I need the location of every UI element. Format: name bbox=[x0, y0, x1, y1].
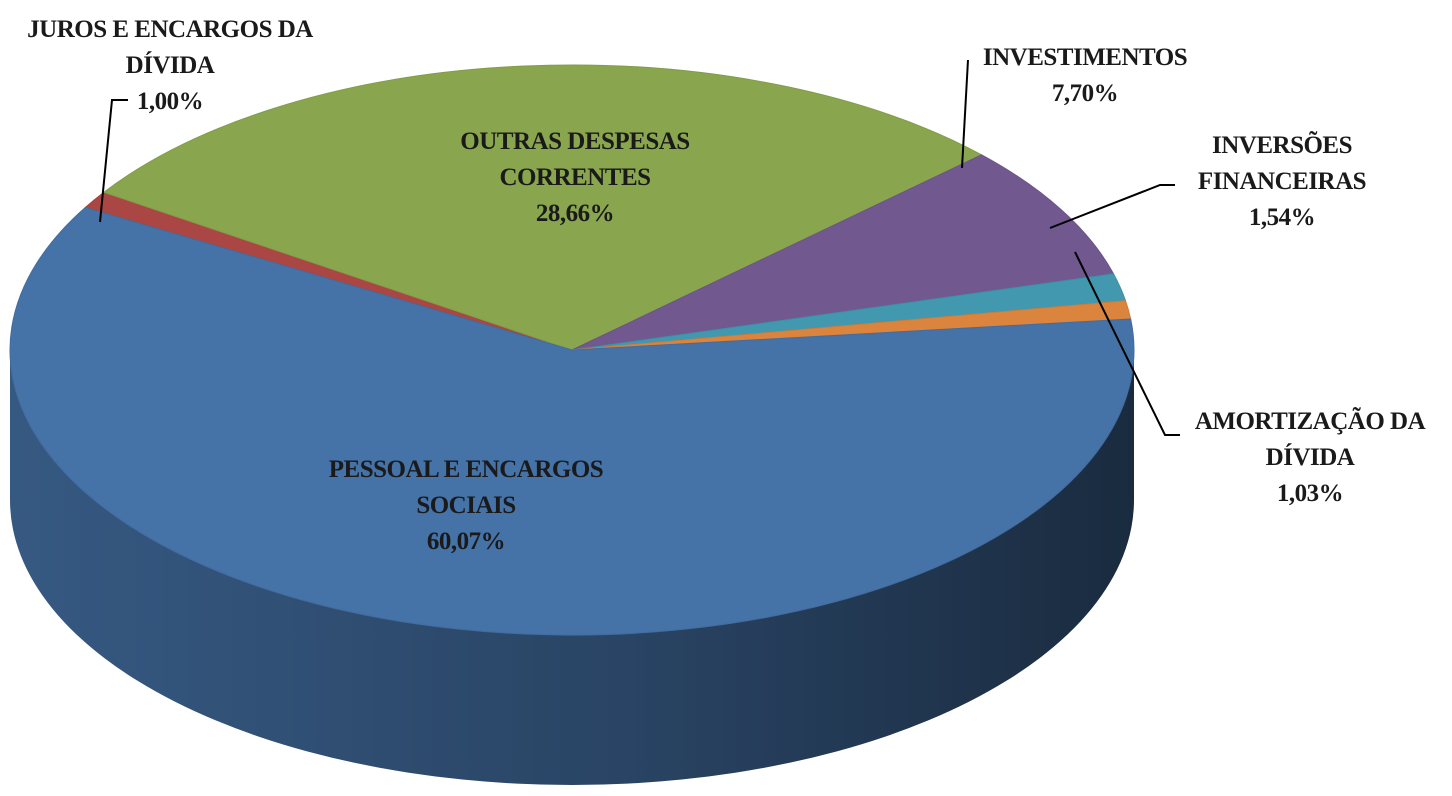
category-label: OUTRAS DESPESAS CORRENTES bbox=[460, 128, 690, 191]
data-label: OUTRAS DESPESAS CORRENTES 28,66% bbox=[420, 124, 730, 232]
data-label: PESSOAL E ENCARGOS SOCIAIS 60,07% bbox=[306, 452, 626, 560]
data-label: INVESTIMENTOS 7,70% bbox=[950, 40, 1220, 112]
value-label: 1,03% bbox=[1276, 480, 1344, 507]
data-label: JUROS E ENCARGOS DA DÍVIDA 1,00% bbox=[10, 12, 330, 120]
data-label: INVERSÕES FINANCEIRAS 1,54% bbox=[1162, 128, 1402, 236]
pie-slice bbox=[102, 64, 983, 351]
value-label: 60,07% bbox=[426, 528, 506, 555]
pie-side bbox=[10, 350, 1134, 785]
category-label: AMORTIZAÇÃO DA DÍVIDA bbox=[1194, 408, 1426, 471]
leader-line bbox=[1049, 184, 1175, 229]
value-label: 1,54% bbox=[1248, 204, 1316, 231]
pie-slice bbox=[9, 206, 1135, 636]
value-label: 7,70% bbox=[1051, 80, 1119, 107]
category-label: INVESTIMENTOS bbox=[982, 44, 1188, 71]
category-label: JUROS E ENCARGOS DA DÍVIDA bbox=[27, 16, 313, 79]
leader-line bbox=[1074, 251, 1180, 436]
data-label: AMORTIZAÇÃO DA DÍVIDA 1,03% bbox=[1160, 404, 1452, 512]
category-label: PESSOAL E ENCARGOS SOCIAIS bbox=[328, 456, 604, 519]
pie-slice bbox=[571, 154, 1115, 351]
value-label: 1,00% bbox=[136, 88, 204, 115]
category-label: INVERSÕES FINANCEIRAS bbox=[1197, 132, 1367, 195]
value-label: 28,66% bbox=[535, 200, 615, 227]
leader-line bbox=[961, 59, 969, 169]
leader-line bbox=[99, 99, 128, 223]
